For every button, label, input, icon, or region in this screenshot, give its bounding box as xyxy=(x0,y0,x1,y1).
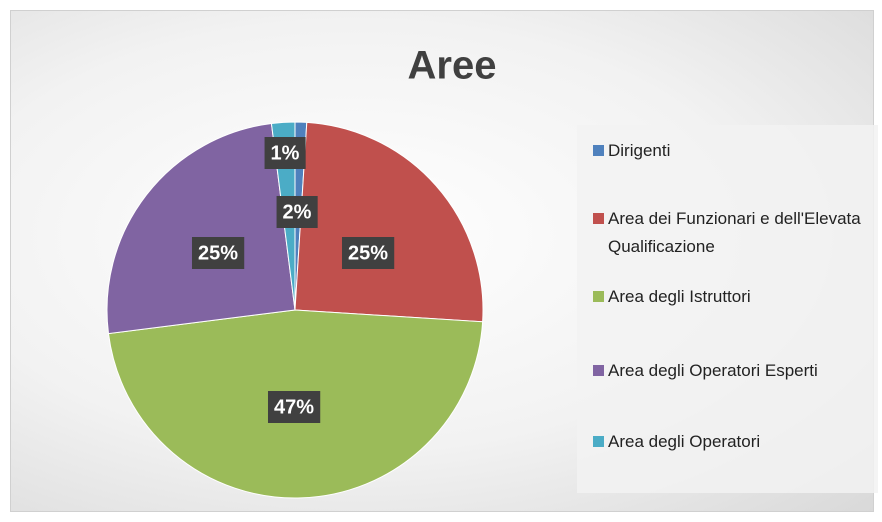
legend-label: Area degli Operatori xyxy=(608,432,761,451)
pie-slice xyxy=(106,122,296,335)
data-label: 2% xyxy=(283,201,312,223)
legend-label: Area degli Operatori Esperti xyxy=(608,361,818,380)
legend-swatch xyxy=(593,291,604,302)
data-label: 25% xyxy=(198,242,238,264)
data-label: 25% xyxy=(348,242,388,264)
data-label-box xyxy=(264,137,306,169)
data-label-box xyxy=(276,196,318,228)
data-label: 47% xyxy=(274,396,314,418)
legend-swatch xyxy=(593,213,604,224)
legend-item: Area degli Istruttori xyxy=(593,283,870,311)
legend-label: Area dei Funzionari e dell'Elevata Quali… xyxy=(608,209,861,256)
chart-title: Aree xyxy=(408,44,497,88)
data-label: 1% xyxy=(271,142,300,164)
legend: Dirigenti Area dei Funzionari e dell'Elev… xyxy=(577,125,878,493)
legend-swatch xyxy=(593,365,604,376)
legend-item: Area degli Operatori xyxy=(593,428,870,456)
legend-item: Area degli Operatori Esperti xyxy=(593,357,870,385)
data-label-box xyxy=(267,391,321,423)
legend-label: Area degli Istruttori xyxy=(608,287,751,306)
legend-label: Dirigenti xyxy=(608,141,671,160)
data-label-box xyxy=(341,237,395,269)
legend-item: Area dei Funzionari e dell'Elevata Quali… xyxy=(593,205,870,261)
legend-swatch xyxy=(593,436,604,447)
data-label-box xyxy=(191,237,245,269)
pie-slice xyxy=(294,121,484,323)
legend-item: Dirigenti xyxy=(593,137,870,165)
legend-swatch xyxy=(593,145,604,156)
